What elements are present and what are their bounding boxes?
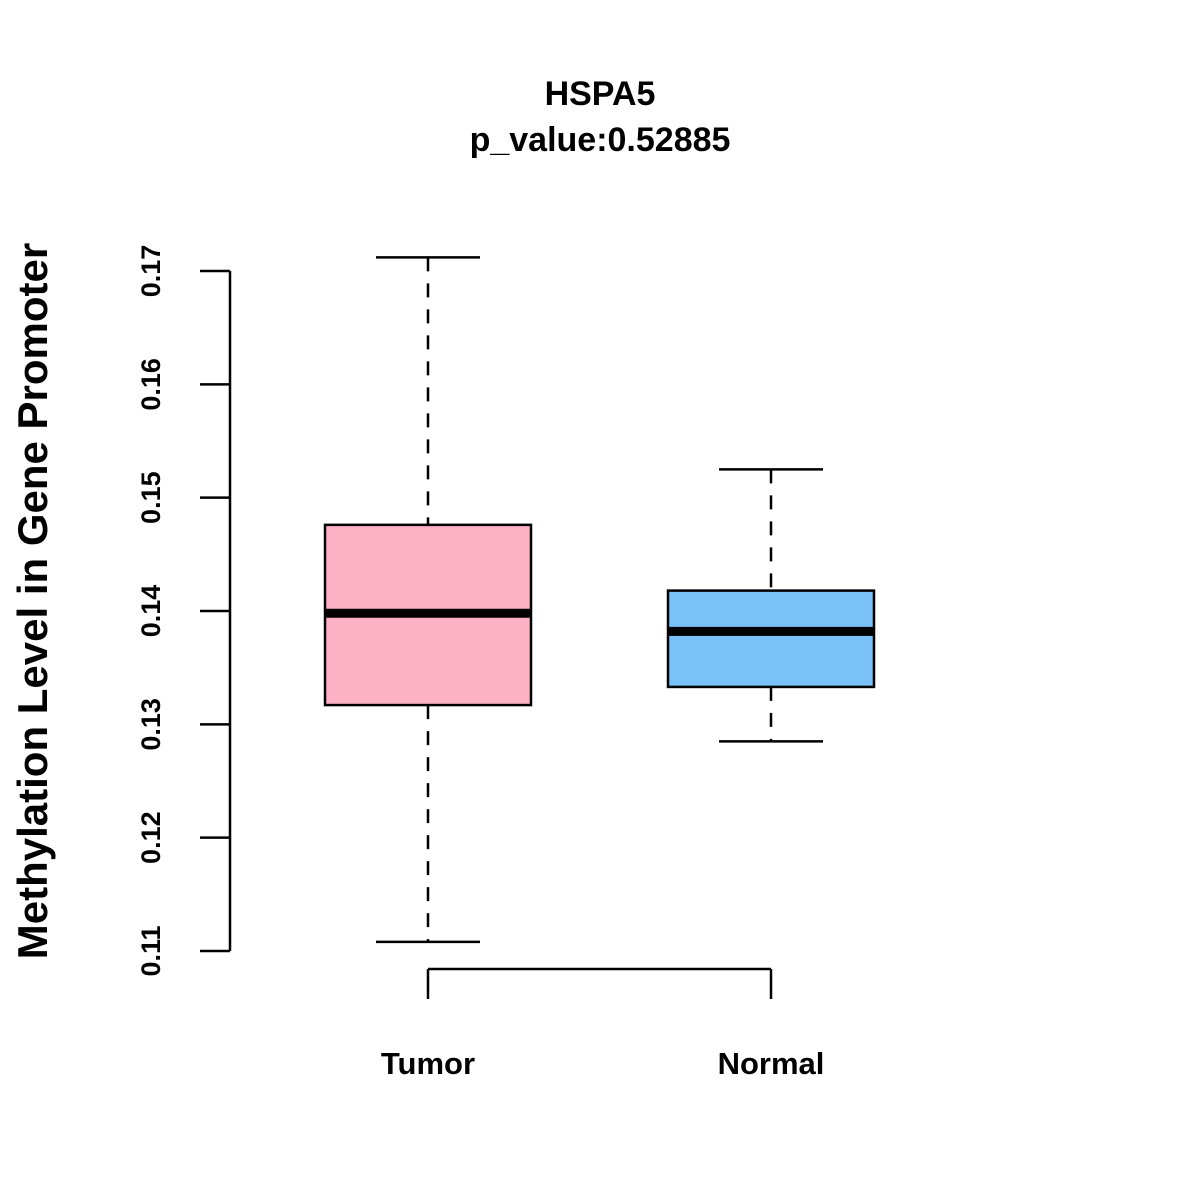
- y-tick-label-1: 0.12: [136, 811, 166, 864]
- normal-iqr-box: [666, 589, 876, 689]
- y-axis: 0.11 0.12 0.13 0.14 0.15 0.16 0.17: [136, 245, 232, 977]
- box-normal: [666, 468, 876, 743]
- y-tick-label-3: 0.14: [136, 585, 166, 638]
- x-tick-label-normal: Normal: [718, 1046, 825, 1081]
- boxes: [323, 256, 876, 944]
- y-tick-label-0: 0.11: [136, 925, 166, 976]
- y-axis-label: Methylation Level in Gene Promoter: [9, 243, 56, 959]
- y-tick-label-2: 0.13: [136, 698, 166, 751]
- x-axis: Tumor Normal: [381, 967, 825, 1081]
- chart-subtitle: p_value:0.52885: [470, 121, 731, 159]
- y-tick-label-5: 0.16: [136, 358, 166, 411]
- x-tick-label-tumor: Tumor: [381, 1046, 475, 1081]
- y-tick-label-6: 0.17: [136, 245, 166, 298]
- y-tick-label-4: 0.15: [136, 471, 166, 524]
- chart-title: HSPA5: [545, 75, 656, 113]
- box-tumor: [323, 256, 533, 944]
